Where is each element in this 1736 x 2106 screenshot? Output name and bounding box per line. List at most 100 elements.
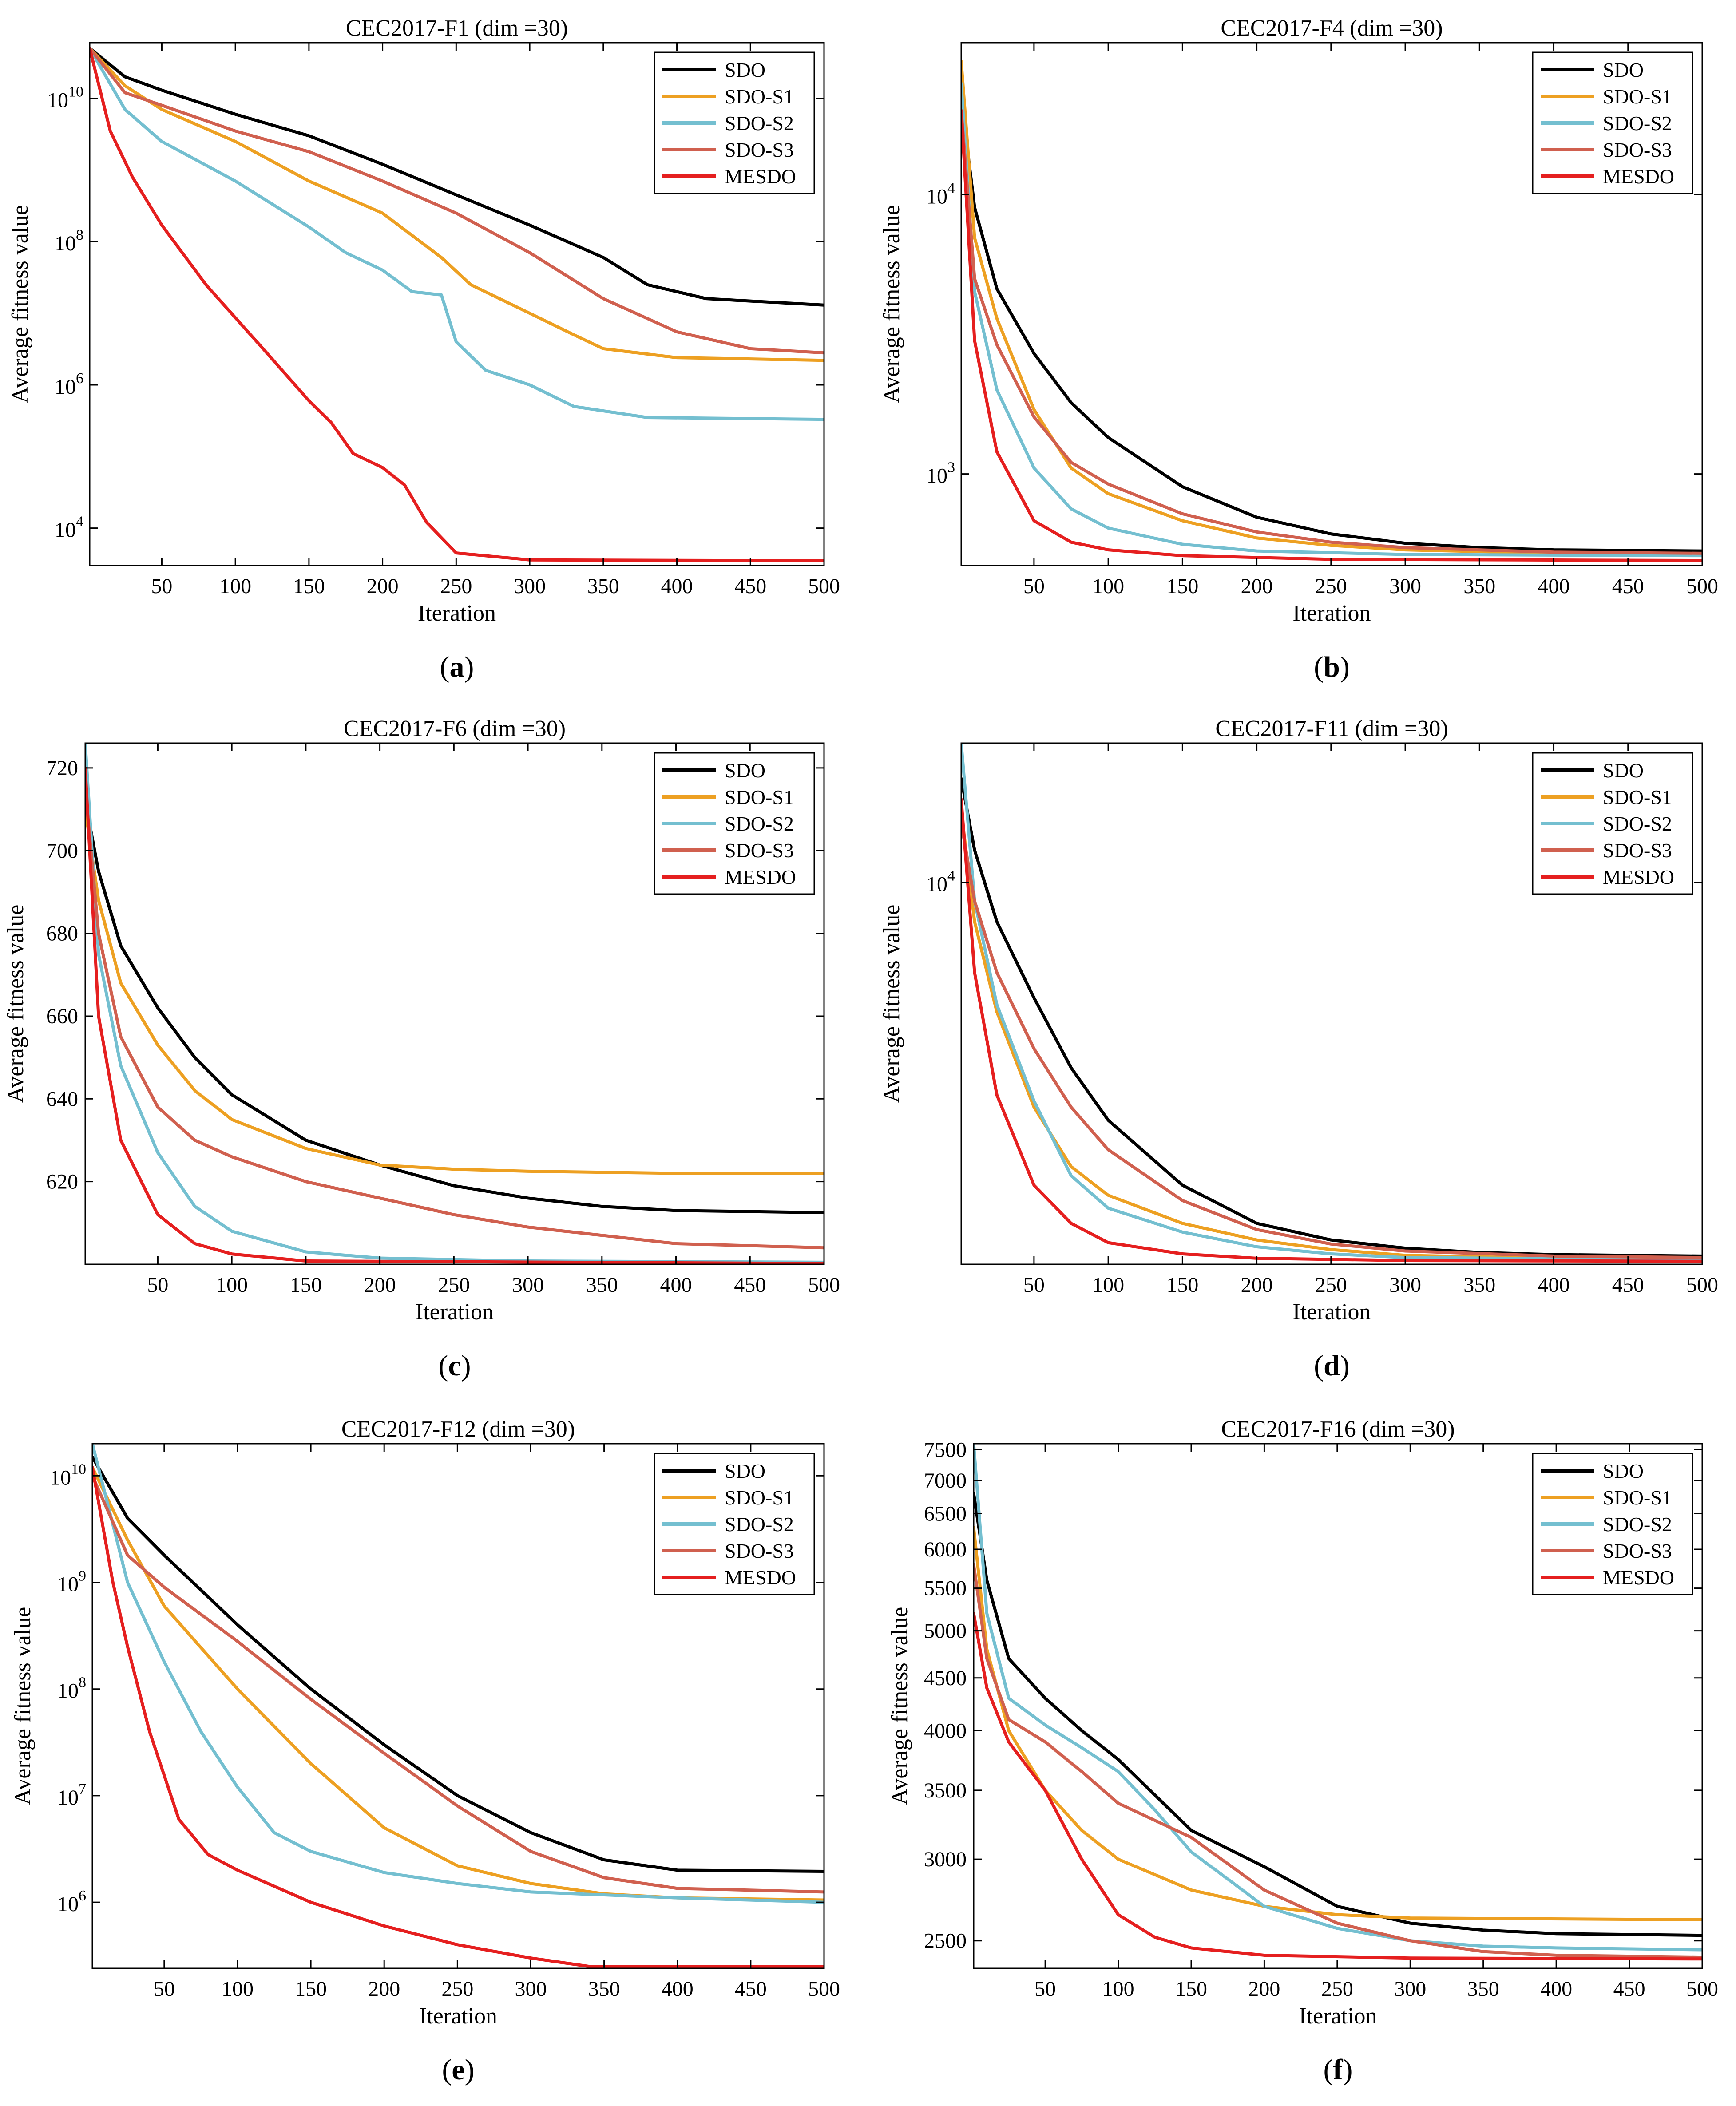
panel-caption: (a) [440, 651, 474, 683]
series-lines [92, 1444, 824, 1968]
legend-label: MESDO [1603, 866, 1674, 888]
x-tick-label: 500 [1686, 574, 1718, 598]
chart-title: CEC2017-F6 (dim =30) [344, 716, 566, 741]
x-tick-label: 500 [1686, 1977, 1718, 2001]
legend-box [1532, 752, 1693, 895]
legend-label: MESDO [1603, 165, 1674, 188]
y-tick-label: 1010 [47, 84, 83, 112]
series-lines [90, 47, 824, 562]
series-line-sdo [85, 799, 824, 1215]
series-line-mesdo [85, 766, 824, 1264]
x-tick-label: 100 [222, 1977, 254, 2001]
y-tick-label: 3000 [924, 1848, 967, 1871]
x-tick-label: 200 [1241, 574, 1273, 598]
legend-label: SDO-S3 [1603, 139, 1672, 161]
series-line-sdo-s1 [961, 59, 1702, 556]
legend-label: SDO [725, 1460, 765, 1482]
y-axis-label: Average fitness value [3, 905, 28, 1103]
series-line-sdo-s3 [961, 109, 1702, 555]
y-tick-label: 7000 [924, 1469, 967, 1492]
x-tick-label: 50 [147, 1273, 168, 1297]
x-axis-label: Iteration [1292, 601, 1371, 626]
x-tick-label: 250 [441, 1977, 473, 2001]
legend: SDO SDO-S1 SDO-S2 SDO-S3 MESDO [654, 1453, 815, 1595]
series-line-sdo-s2 [90, 47, 824, 421]
panel-caption: (b) [1314, 651, 1350, 683]
x-axis-label: Iteration [1299, 2003, 1377, 2029]
chart-panel-d: 50 100 150 200 250 300 350 400 450 500 104 CEC2017-… [879, 716, 1718, 1382]
panel-caption: (d) [1314, 1350, 1350, 1382]
legend-label: MESDO [1603, 1566, 1674, 1589]
x-tick-label: 300 [1389, 574, 1421, 598]
series-line-mesdo [974, 1611, 1702, 1961]
panel-caption: (e) [442, 2054, 474, 2086]
legend-label: SDO-S2 [725, 812, 794, 835]
panel-caption: (c) [438, 1350, 471, 1382]
legend-label: MESDO [725, 1566, 796, 1589]
x-tick-label: 300 [1394, 1977, 1426, 2001]
legend-label: SDO-S1 [1603, 1486, 1672, 1509]
legend: SDO SDO-S1 SDO-S2 SDO-S3 MESDO [1532, 752, 1693, 895]
x-tick-label: 250 [440, 574, 472, 598]
x-tick-label: 350 [588, 1977, 620, 2001]
series-line-mesdo [92, 1465, 824, 1968]
x-tick-label: 150 [1166, 574, 1198, 598]
legend: SDO SDO-S1 SDO-S2 SDO-S3 MESDO [1532, 51, 1693, 194]
legend-label: SDO-S3 [725, 839, 794, 862]
x-tick-label: 350 [587, 574, 619, 598]
legend-label: SDO-S1 [725, 786, 794, 808]
series-lines [961, 59, 1702, 562]
legend-label: SDO-S3 [725, 1540, 794, 1562]
axes-frame [973, 1443, 1703, 1969]
axes-frame [960, 742, 1703, 1265]
y-tick-label: 104 [55, 514, 83, 542]
series-line-sdo-s3 [92, 1474, 824, 1894]
legend-label: SDO-S1 [725, 1486, 794, 1509]
chart-title: CEC2017-F16 (dim =30) [1221, 1417, 1455, 1442]
y-axis-label: Average fitness value [8, 205, 33, 404]
legend: SDO SDO-S1 SDO-S2 SDO-S3 MESDO [654, 752, 815, 895]
legend-label: SDO-S1 [1603, 85, 1672, 108]
x-tick-label: 250 [438, 1273, 470, 1297]
axes-frame [89, 42, 825, 566]
chart-panel-f: 50 100 150 200 250 300 350 400 450 500 2500 3000 350… [887, 1417, 1718, 2086]
series-line-mesdo [90, 47, 824, 562]
chart-title: CEC2017-F1 (dim =30) [346, 16, 568, 41]
x-tick-label: 100 [1092, 1273, 1124, 1297]
y-axis-label: Average fitness value [10, 1607, 36, 1805]
y-tick-label: 109 [57, 1568, 86, 1596]
series-line-sdo-s2 [92, 1444, 824, 1904]
x-tick-label: 300 [1389, 1273, 1421, 1297]
legend-label: SDO-S2 [1603, 1513, 1672, 1536]
series-line-mesdo [961, 109, 1702, 562]
x-tick-label: 500 [808, 1273, 840, 1297]
x-tick-label: 250 [1321, 1977, 1353, 2001]
x-tick-label: 300 [514, 574, 546, 598]
y-tick-label: 5500 [924, 1577, 967, 1600]
chart-panel-a: 50 100 150 200 250 300 350 400 450 500 104 106 108 10… [8, 16, 840, 683]
legend-label: SDO [725, 59, 765, 81]
y-tick-label: 104 [926, 868, 955, 896]
legend-label: SDO-S2 [1603, 112, 1672, 135]
series-line-sdo-s1 [90, 47, 824, 362]
x-tick-label: 100 [1102, 1977, 1134, 2001]
x-tick-label: 400 [661, 574, 693, 598]
x-tick-label: 300 [512, 1273, 544, 1297]
series-line-sdo-s3 [90, 47, 824, 355]
x-tick-label: 50 [1034, 1977, 1056, 2001]
x-axis-label: Iteration [418, 601, 496, 626]
y-tick-label: 620 [46, 1170, 78, 1194]
legend-label: SDO [1603, 59, 1644, 81]
y-tick-label: 680 [46, 922, 78, 946]
x-tick-label: 100 [219, 574, 251, 598]
x-tick-label: 250 [1315, 1273, 1347, 1297]
x-tick-label: 500 [808, 574, 840, 598]
chart-title: CEC2017-F12 (dim =30) [341, 1417, 575, 1442]
x-tick-label: 200 [368, 1977, 400, 2001]
axes-frame [91, 1443, 825, 1969]
y-tick-label: 104 [926, 180, 955, 208]
axes-frame [960, 42, 1703, 566]
x-tick-label: 450 [735, 1977, 767, 2001]
x-tick-label: 400 [1540, 1977, 1572, 2001]
